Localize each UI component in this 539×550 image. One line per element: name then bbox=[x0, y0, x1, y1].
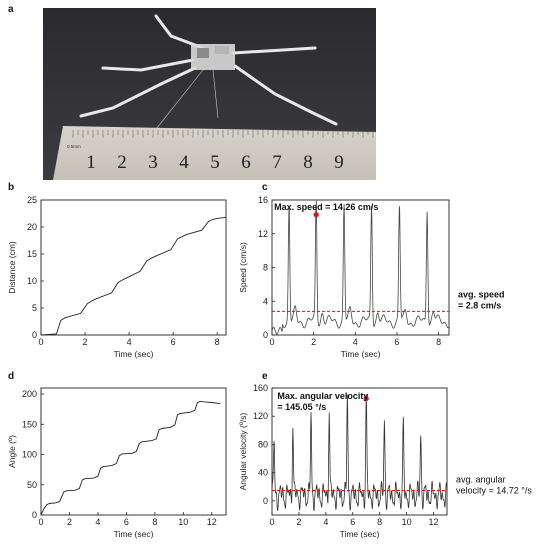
y-tick-label: 0 bbox=[32, 330, 37, 340]
y-tick-label: 200 bbox=[22, 389, 37, 399]
x-tick-label: 12 bbox=[429, 517, 439, 527]
y-tick-label: 40 bbox=[258, 468, 268, 478]
x-tick-label: 4 bbox=[353, 337, 358, 347]
max-angular-velocity-marker bbox=[363, 395, 369, 402]
x-axis-label: Time (sec) bbox=[114, 349, 154, 359]
x-tick-label: 0 bbox=[269, 337, 274, 347]
y-tick-label: 10 bbox=[27, 276, 37, 286]
y-tick-label: 5 bbox=[32, 303, 37, 313]
y-tick-label: 0 bbox=[263, 496, 268, 506]
x-axis-label: Time (sec) bbox=[114, 529, 154, 539]
panel-label-b: b bbox=[8, 182, 15, 193]
x-tick-label: 8 bbox=[215, 337, 220, 347]
robot bbox=[79, 14, 338, 126]
y-tick-label: 160 bbox=[253, 383, 268, 393]
x-axis-label: Time (sec) bbox=[341, 349, 381, 359]
x-tick-label: 6 bbox=[124, 517, 129, 527]
angular-velocity-line bbox=[271, 394, 448, 512]
x-tick-label: 0 bbox=[269, 517, 274, 527]
chart-distance: 0 2 4 6 8 0 5 10 15 20 25 Time (sec) Distance (cm) bbox=[7, 195, 227, 359]
panel-label-e: e bbox=[262, 371, 268, 382]
ruler-number: 3 bbox=[148, 152, 158, 173]
ruler-number: 5 bbox=[210, 152, 220, 173]
y-tick-label: 0 bbox=[32, 510, 37, 520]
x-tick-label: 2 bbox=[67, 517, 72, 527]
plot-frame bbox=[40, 199, 227, 336]
ruler-small-text: 0.5mm bbox=[67, 144, 81, 149]
plot-frame bbox=[271, 387, 448, 516]
y-tick-label: 8 bbox=[263, 263, 268, 273]
plot-frame bbox=[271, 199, 450, 336]
avg-speed-label: avg. speed bbox=[458, 289, 505, 299]
angle-line bbox=[40, 400, 221, 516]
y-tick-label: 25 bbox=[27, 195, 37, 205]
y-tick-label: 4 bbox=[263, 296, 268, 306]
chart-angle: 0 2 4 6 8 10 12 0 50 100 150 200 Time (sec) Angle (… bbox=[7, 387, 227, 539]
ruler-number: 1 bbox=[86, 152, 96, 173]
ruler-number: 6 bbox=[241, 152, 251, 173]
max-angular-velocity-label: Max. angular velocity bbox=[277, 391, 368, 401]
panel-label-c: c bbox=[262, 182, 268, 193]
x-tick-label: 10 bbox=[402, 517, 412, 527]
max-speed-label: Max. speed = 14.26 cm/s bbox=[274, 202, 378, 212]
x-tick-label: 4 bbox=[323, 517, 328, 527]
x-tick-label: 0 bbox=[38, 337, 43, 347]
x-tick-label: 4 bbox=[127, 337, 132, 347]
x-tick-label: 0 bbox=[38, 517, 43, 527]
ruler-number: 9 bbox=[334, 152, 344, 173]
y-tick-label: 80 bbox=[258, 439, 268, 449]
avg-angular-velocity-value: velocity = 14.72 °/s bbox=[456, 486, 532, 496]
max-speed-marker bbox=[313, 212, 319, 218]
x-tick-label: 12 bbox=[207, 517, 217, 527]
x-tick-label: 2 bbox=[311, 337, 316, 347]
x-tick-label: 8 bbox=[152, 517, 157, 527]
robot-body bbox=[132, 44, 235, 159]
x-tick-label: 4 bbox=[95, 517, 100, 527]
x-tick-label: 6 bbox=[171, 337, 176, 347]
x-axis-label: Time (sec) bbox=[340, 529, 380, 539]
y-tick-label: 0 bbox=[263, 330, 268, 340]
y-axis-label: Speed (cm/s) bbox=[238, 242, 248, 293]
chart-speed: 0 2 4 6 8 0 4 8 12 16 Max. speed = 14.26 cm/s avg… bbox=[238, 195, 505, 359]
avg-angular-velocity-label: avg. angular bbox=[456, 475, 506, 485]
x-tick-label: 6 bbox=[394, 337, 399, 347]
x-tick-label: 8 bbox=[377, 517, 382, 527]
y-axis-label: Angular velocity (º/s) bbox=[238, 412, 248, 490]
y-tick-label: 50 bbox=[27, 480, 37, 490]
x-tick-label: 6 bbox=[350, 517, 355, 527]
y-tick-label: 150 bbox=[22, 419, 37, 429]
plot-frame bbox=[40, 387, 227, 516]
ruler-number: 4 bbox=[179, 152, 189, 173]
y-tick-label: 20 bbox=[27, 222, 37, 232]
ruler-number: 2 bbox=[117, 152, 127, 173]
x-tick-label: 2 bbox=[296, 517, 301, 527]
panel-label-d: d bbox=[8, 371, 15, 382]
ruler-number: 8 bbox=[303, 152, 313, 173]
x-tick-label: 10 bbox=[178, 517, 188, 527]
y-axis-label: Angle (º) bbox=[7, 435, 17, 468]
x-tick-label: 8 bbox=[436, 337, 441, 347]
y-tick-label: 16 bbox=[258, 195, 268, 205]
y-tick-label: 15 bbox=[27, 249, 37, 259]
panel-label-a: a bbox=[8, 4, 14, 15]
ruler-number: 7 bbox=[272, 152, 282, 173]
y-tick-label: 100 bbox=[22, 450, 37, 460]
distance-line bbox=[40, 216, 227, 336]
max-angular-velocity-value: = 145.05 °/s bbox=[277, 402, 326, 412]
y-tick-label: 120 bbox=[253, 411, 268, 421]
y-axis-label: Distance (cm) bbox=[7, 241, 17, 294]
y-tick-label: 12 bbox=[258, 229, 268, 239]
x-tick-label: 2 bbox=[83, 337, 88, 347]
speed-line bbox=[271, 200, 450, 335]
avg-speed-value: = 2.8 cm/s bbox=[458, 300, 501, 310]
